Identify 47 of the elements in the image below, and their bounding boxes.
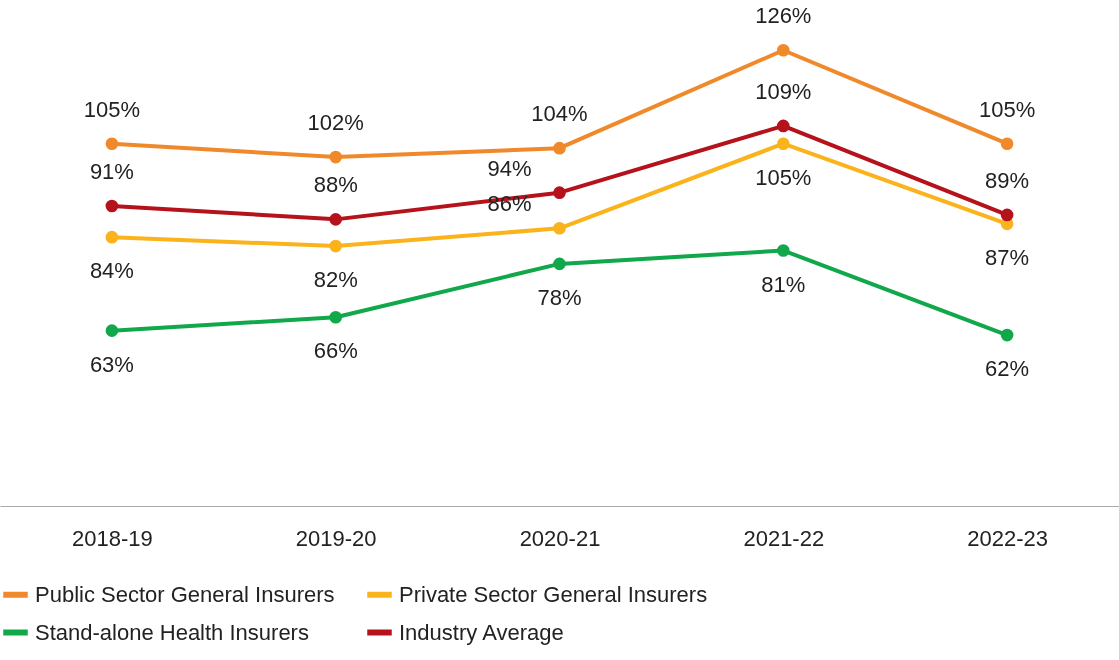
point — [1000, 328, 1014, 342]
point — [1000, 137, 1014, 151]
legend-label: Private Sector General Insurers — [399, 581, 708, 607]
point — [776, 244, 790, 257]
data-label: 62% — [985, 356, 1030, 382]
data-label: 66% — [313, 338, 358, 364]
data-label: 87% — [985, 244, 1030, 270]
data-label: 105% — [978, 96, 1036, 122]
point — [553, 186, 566, 199]
point — [329, 310, 343, 324]
x-tick-label: 2021-22 — [743, 525, 825, 551]
point — [329, 150, 343, 164]
point — [553, 141, 566, 155]
data-label: 104% — [531, 101, 588, 127]
point — [105, 230, 119, 244]
data-label: 109% — [755, 78, 812, 104]
data-label: 102% — [307, 110, 364, 136]
legend-label: Stand-alone Health Insurers — [35, 619, 309, 645]
legend-label: Public Sector General Insurers — [35, 581, 335, 607]
point — [329, 213, 343, 226]
x-tick-label: 2020-21 — [519, 525, 601, 551]
point — [105, 199, 119, 213]
point — [776, 137, 790, 151]
point — [553, 257, 566, 271]
point — [776, 43, 790, 57]
data-label: 91% — [89, 159, 134, 185]
x-tick-label: 2018-19 — [72, 525, 153, 551]
point — [329, 239, 343, 253]
point — [105, 137, 119, 151]
x-tick-label: 2022-23 — [967, 525, 1048, 551]
data-label: 126% — [755, 3, 812, 29]
data-label: 82% — [313, 267, 358, 293]
data-label: 105% — [755, 164, 812, 190]
data-label: 63% — [89, 351, 134, 377]
point — [105, 324, 119, 337]
data-label: 78% — [537, 284, 582, 310]
data-label: 105% — [83, 96, 141, 122]
point — [776, 119, 790, 133]
x-tick-label: 2019-20 — [295, 525, 377, 551]
point — [1000, 208, 1014, 222]
data-label: 89% — [985, 167, 1030, 193]
data-label: 88% — [313, 172, 358, 198]
data-label: 84% — [89, 258, 134, 284]
legend-label: Industry Average — [399, 619, 564, 645]
data-label: 94% — [487, 155, 532, 181]
data-label: 81% — [761, 271, 806, 297]
point — [553, 221, 566, 235]
